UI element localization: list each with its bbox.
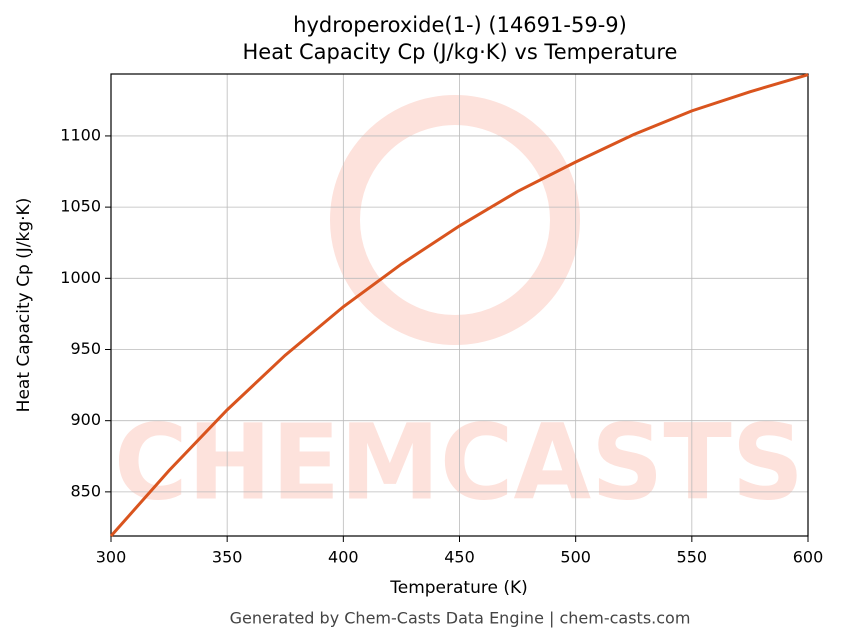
data-line: [109, 73, 809, 537]
chart-subtitle: Heat Capacity Cp (J/kg·K) vs Temperature: [243, 40, 678, 64]
y-tick-label: 950: [70, 339, 101, 358]
x-tick-label: 350: [212, 548, 243, 567]
watermark-logo: [330, 95, 580, 345]
x-tick-label: 500: [560, 548, 591, 567]
y-tick-label: 1000: [60, 268, 101, 287]
x-tick-label: 450: [444, 548, 475, 567]
y-tick-label: 1050: [60, 197, 101, 216]
x-tick-label: 600: [793, 548, 824, 567]
y-tick-label: 1100: [60, 125, 101, 144]
x-tick-label: 550: [677, 548, 708, 567]
footer: Generated by Chem-Casts Data Engine | ch…: [230, 609, 691, 628]
y-tick-label: 900: [70, 410, 101, 429]
plot-frame: [110, 73, 809, 537]
x-tick-label: 300: [96, 548, 127, 567]
y-axis-label: Heat Capacity Cp (J/kg·K): [14, 198, 34, 413]
x-tick-label: 400: [328, 548, 359, 567]
watermark: CHEMCASTS: [114, 401, 804, 523]
x-axis-label: Temperature (K): [389, 578, 528, 598]
y-tick-label: 850: [70, 481, 101, 500]
chart-title: hydroperoxide(1-) (14691-59-9): [293, 13, 627, 37]
